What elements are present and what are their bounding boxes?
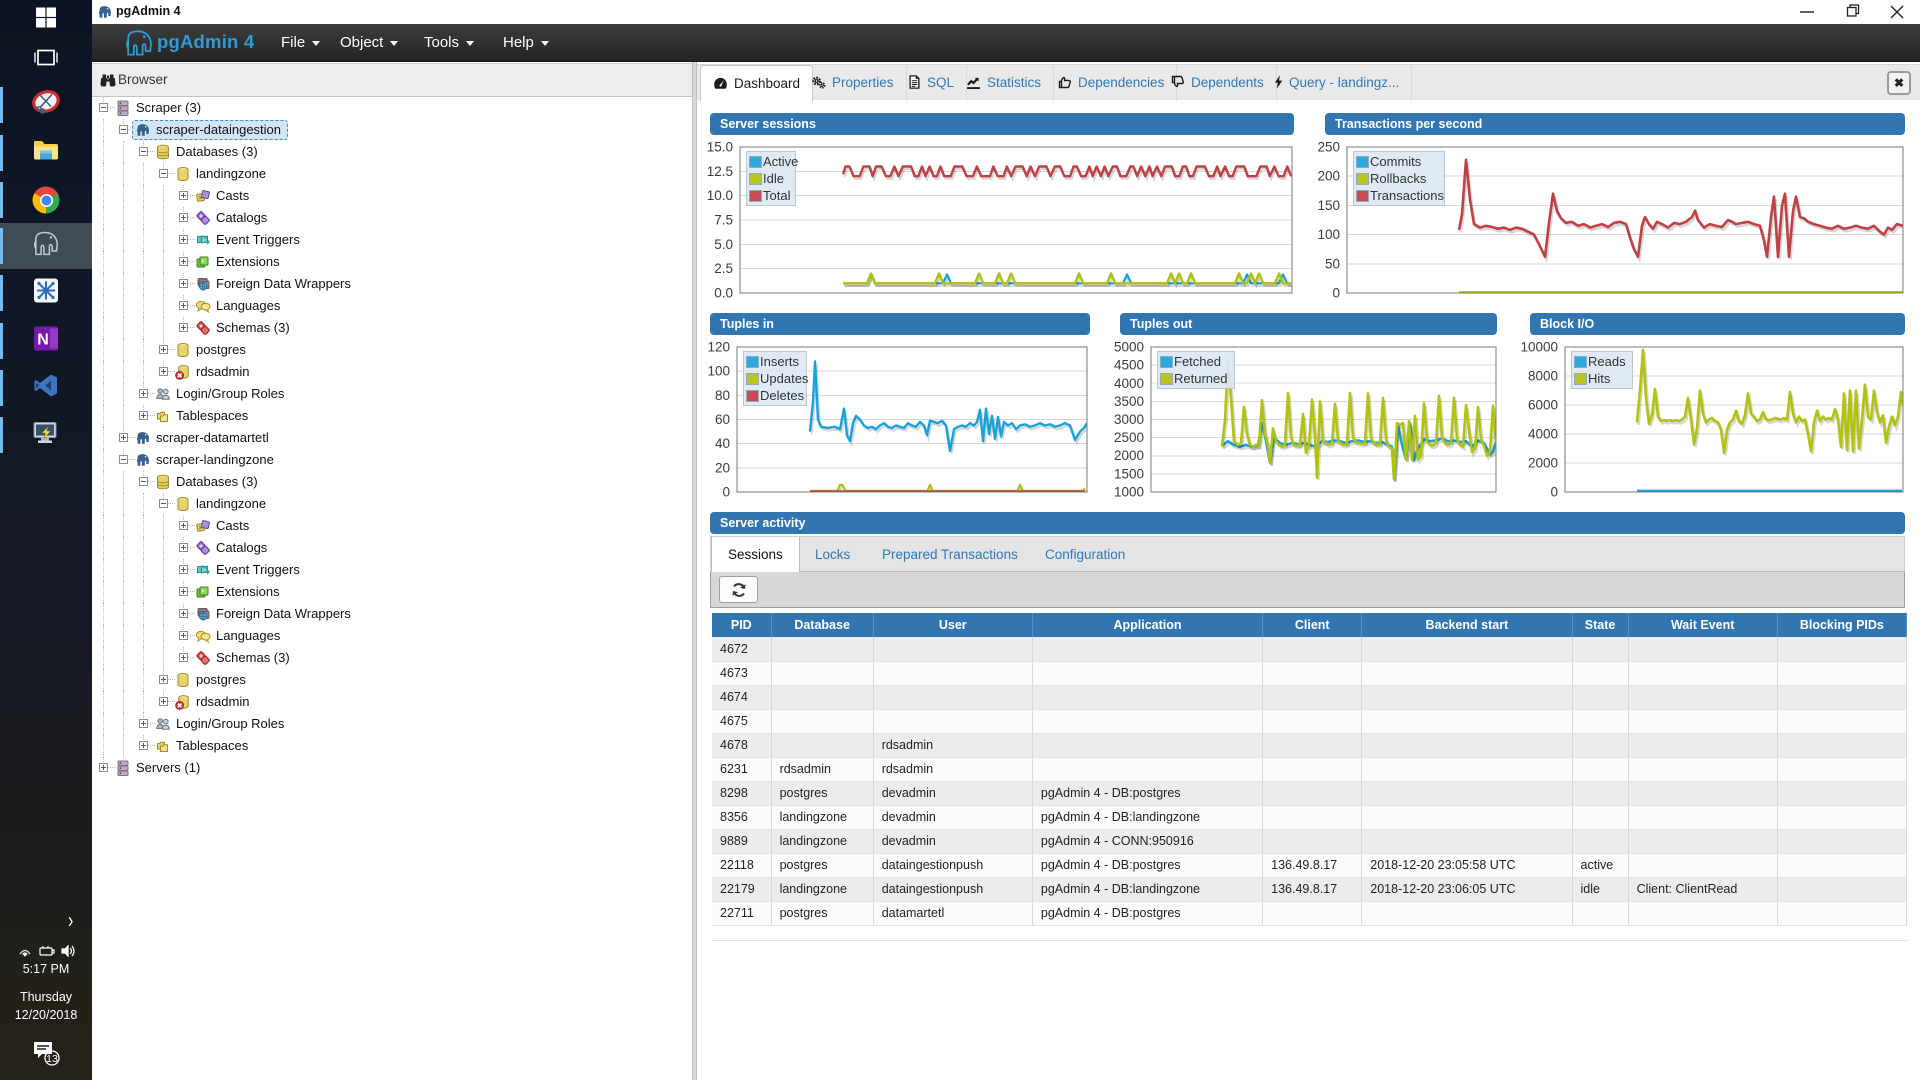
svg-text:5.0: 5.0 bbox=[714, 237, 733, 252]
svg-text:4000: 4000 bbox=[1528, 427, 1558, 442]
svg-text:2000: 2000 bbox=[1114, 448, 1144, 463]
svg-text:2500: 2500 bbox=[1114, 430, 1144, 445]
svg-text:7.5: 7.5 bbox=[714, 213, 733, 228]
svg-text:50: 50 bbox=[1325, 256, 1340, 271]
svg-text:120: 120 bbox=[707, 340, 730, 355]
svg-text:6000: 6000 bbox=[1528, 398, 1558, 413]
svg-text:200: 200 bbox=[1317, 169, 1340, 184]
svg-text:12.5: 12.5 bbox=[707, 164, 733, 179]
svg-text:0: 0 bbox=[1550, 485, 1558, 500]
svg-text:40: 40 bbox=[715, 436, 730, 451]
svg-text:8000: 8000 bbox=[1528, 369, 1558, 384]
svg-text:1500: 1500 bbox=[1114, 466, 1144, 481]
svg-text:20: 20 bbox=[715, 460, 730, 475]
svg-text:100: 100 bbox=[707, 364, 730, 379]
svg-text:80: 80 bbox=[715, 388, 730, 403]
svg-text:10.0: 10.0 bbox=[707, 188, 733, 203]
svg-text:0: 0 bbox=[1332, 286, 1340, 301]
svg-text:13: 13 bbox=[46, 1053, 58, 1065]
svg-text:N: N bbox=[37, 332, 49, 349]
svg-text:0.0: 0.0 bbox=[714, 286, 733, 301]
svg-text:3500: 3500 bbox=[1114, 394, 1144, 409]
svg-text:4500: 4500 bbox=[1114, 358, 1144, 373]
svg-text:60: 60 bbox=[715, 412, 730, 427]
svg-text:100: 100 bbox=[1317, 227, 1340, 242]
svg-text:150: 150 bbox=[1317, 198, 1340, 213]
svg-text:15.0: 15.0 bbox=[707, 140, 733, 155]
svg-text:5000: 5000 bbox=[1114, 340, 1144, 355]
svg-text:4000: 4000 bbox=[1114, 376, 1144, 391]
svg-text:2000: 2000 bbox=[1528, 456, 1558, 471]
svg-text:2.5: 2.5 bbox=[714, 261, 733, 276]
svg-text:3000: 3000 bbox=[1114, 412, 1144, 427]
svg-text:10000: 10000 bbox=[1520, 340, 1558, 355]
svg-text:250: 250 bbox=[1317, 140, 1340, 155]
svg-text:0: 0 bbox=[722, 485, 730, 500]
svg-text:1000: 1000 bbox=[1114, 485, 1144, 500]
